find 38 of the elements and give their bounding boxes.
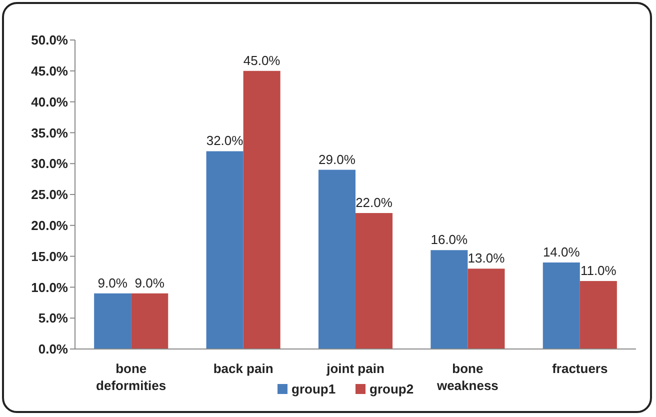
bar — [542, 262, 580, 349]
bar — [131, 293, 168, 349]
data-label: 45.0% — [243, 52, 281, 68]
x-tick-label: bone deformities — [96, 361, 166, 393]
legend-label: group1 — [292, 382, 336, 397]
x-tick-label: fractuers — [552, 361, 608, 376]
y-tick-label: 5.0% — [38, 310, 68, 326]
bar — [318, 170, 356, 349]
bar — [243, 70, 280, 349]
bar — [468, 268, 505, 349]
bar — [430, 250, 468, 349]
data-label: 13.0% — [468, 250, 506, 266]
x-tick-label: back pain — [213, 361, 274, 376]
y-tick-label: 45.0% — [31, 63, 68, 78]
data-label: 22.0% — [356, 195, 393, 210]
y-tick-label: 25.0% — [31, 187, 68, 202]
data-label: 9.0% — [134, 275, 165, 290]
y-tick-label: 35.0% — [31, 125, 68, 140]
x-tick-label: bone weakness — [436, 361, 498, 393]
data-label: 16.0% — [430, 232, 468, 248]
y-tick-label: 10.0% — [31, 280, 68, 295]
data-label: 14.0% — [542, 244, 580, 260]
data-label: 9.0% — [98, 275, 128, 290]
bar — [580, 281, 617, 349]
y-tick-label: 0.0% — [38, 342, 68, 357]
data-label: 29.0% — [318, 152, 356, 167]
y-tick-label: 15.0% — [31, 248, 68, 264]
y-tick-label: 30.0% — [31, 156, 68, 172]
bar — [206, 151, 244, 349]
legend-label: group2 — [370, 382, 414, 397]
y-tick-label: 40.0% — [31, 94, 68, 110]
x-tick-label: joint pain — [326, 361, 384, 376]
data-label: 32.0% — [206, 133, 244, 148]
data-label: 11.0% — [580, 263, 617, 278]
y-tick-label: 50.0% — [31, 32, 68, 48]
bar — [94, 293, 132, 349]
bar — [356, 213, 393, 349]
y-tick-label: 20.0% — [31, 218, 68, 233]
